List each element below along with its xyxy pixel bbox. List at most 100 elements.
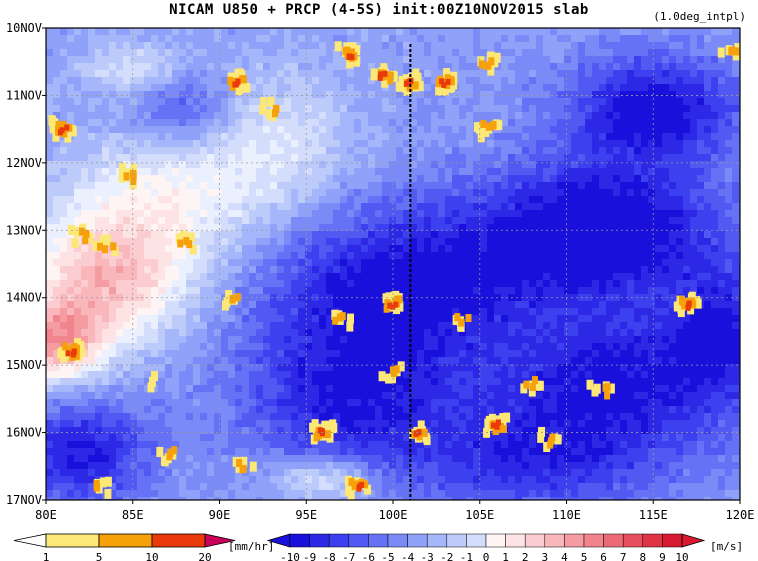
u850-cell (564, 98, 572, 106)
u850-cell (620, 329, 628, 337)
u850-cell (319, 168, 327, 176)
u850-cell (319, 112, 327, 120)
u850-cell (221, 119, 229, 127)
u850-cell (186, 308, 194, 316)
u850-cell (354, 133, 362, 141)
u850-cell (606, 77, 614, 85)
u850-cell (627, 189, 635, 197)
u850-cell (669, 154, 677, 162)
u850-cell (536, 84, 544, 92)
u850-cell (305, 49, 313, 57)
u850-cell (550, 308, 558, 316)
u850-cell (431, 280, 439, 288)
u850-cell (277, 175, 285, 183)
u850-cell (536, 364, 544, 372)
u850-cell (508, 112, 516, 120)
u850-cell (480, 98, 488, 106)
u850-cell (53, 84, 61, 92)
u850-cell (151, 168, 159, 176)
u850-cell (480, 364, 488, 372)
u850-cell (242, 63, 250, 71)
u850-cell (599, 91, 607, 99)
u850-cell (186, 98, 194, 106)
u850-cell (599, 336, 607, 344)
u850-cell (557, 231, 565, 239)
u850-cell (200, 336, 208, 344)
u850-cell (81, 343, 89, 351)
u850-cell (263, 287, 271, 295)
u850-cell (578, 161, 586, 169)
u850-cell (690, 140, 698, 148)
u850-cell (711, 182, 719, 190)
u850-cell (627, 126, 635, 134)
u850-cell (123, 105, 131, 113)
u850-cell (403, 49, 411, 57)
u850-cell (627, 343, 635, 351)
u850-cell (228, 154, 236, 162)
u850-cell (326, 273, 334, 281)
u850-cell (487, 161, 495, 169)
u850-cell (697, 357, 705, 365)
u850-cell (725, 84, 733, 92)
u850-cell (718, 175, 726, 183)
u850-cell (683, 28, 691, 36)
u850-cell (627, 329, 635, 337)
u850-cell (74, 91, 82, 99)
u850-cell (613, 245, 621, 253)
u850-cell (151, 322, 159, 330)
u850-cell (557, 364, 565, 372)
u850-cell (123, 35, 131, 43)
u850-cell (662, 56, 670, 64)
u850-cell (60, 259, 68, 267)
u850-cell (165, 308, 173, 316)
u850-cell (60, 224, 68, 232)
u850-cell (95, 266, 103, 274)
u850-cell (669, 77, 677, 85)
u850-cell (452, 133, 460, 141)
u850-cell (494, 140, 502, 148)
u850-cell (508, 56, 516, 64)
u850-cell (564, 238, 572, 246)
u850-cell (305, 133, 313, 141)
u850-cell (46, 294, 54, 302)
u850-cell (256, 350, 264, 358)
u850-cell (81, 42, 89, 50)
u850-cell (249, 175, 257, 183)
u850-cell (116, 28, 124, 36)
u850-cell (214, 77, 222, 85)
u850-cell (578, 273, 586, 281)
u850-cell (172, 322, 180, 330)
u850-cell (354, 245, 362, 253)
u850-cell (368, 119, 376, 127)
u850-cell (256, 273, 264, 281)
u850-cell (60, 140, 68, 148)
u850-cell (200, 91, 208, 99)
u850-cell (417, 119, 425, 127)
u850-cell (634, 56, 642, 64)
u850-cell (564, 308, 572, 316)
u850-cell (277, 56, 285, 64)
u850-cell (718, 280, 726, 288)
u850-cell (732, 266, 740, 274)
u850-cell (536, 56, 544, 64)
u850-cell (74, 42, 82, 50)
u850-cell (368, 91, 376, 99)
u850-cell (263, 126, 271, 134)
u850-cell (319, 42, 327, 50)
u850-cell (81, 196, 89, 204)
u850-cell (585, 63, 593, 71)
u850-cell (116, 238, 124, 246)
u850-cell (151, 161, 159, 169)
u850-cell (725, 154, 733, 162)
u850-cell (235, 329, 243, 337)
u850-cell (487, 273, 495, 281)
u850-cell (431, 28, 439, 36)
u850-cell (508, 147, 516, 155)
u850-cell (543, 112, 551, 120)
u850-cell (445, 91, 453, 99)
u850-cell (326, 336, 334, 344)
u850-cell (683, 210, 691, 218)
u850-cell (95, 217, 103, 225)
u850-cell (599, 84, 607, 92)
u850-cell (270, 322, 278, 330)
